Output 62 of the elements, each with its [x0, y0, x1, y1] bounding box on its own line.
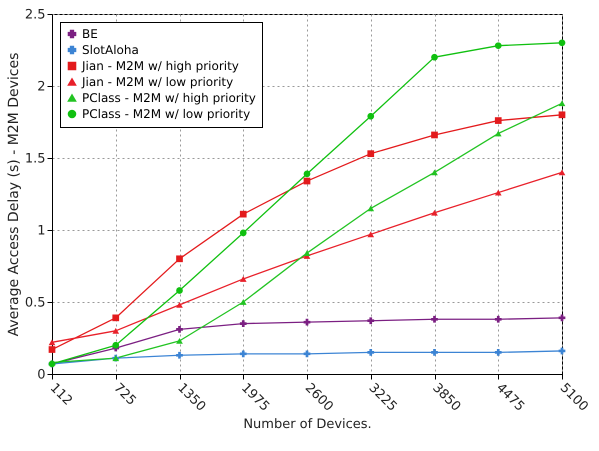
point	[304, 170, 310, 178]
point	[240, 320, 247, 327]
point	[176, 287, 183, 294]
point	[494, 316, 502, 323]
point	[367, 205, 374, 212]
point	[304, 178, 310, 184]
point	[431, 169, 438, 176]
point	[176, 255, 183, 262]
legend-label: PClass - M2M w/ low priority	[82, 107, 250, 121]
point	[494, 42, 502, 50]
point	[240, 350, 247, 358]
y-tick-label: 1.5	[24, 152, 46, 166]
y-tick-label: 2.5	[24, 8, 46, 22]
point	[431, 210, 438, 216]
point	[112, 314, 120, 322]
legend-label: SlotAloha	[82, 43, 139, 57]
point	[431, 132, 438, 138]
point	[367, 231, 374, 238]
legend-label: Jian - M2M w/ high priority	[81, 59, 239, 73]
point	[558, 39, 566, 46]
point	[494, 130, 502, 136]
point	[367, 112, 374, 120]
y-tick-label: 1	[37, 224, 46, 238]
point	[304, 318, 310, 326]
point	[48, 339, 56, 346]
point	[176, 302, 183, 308]
point	[176, 338, 183, 344]
point	[176, 352, 183, 359]
point	[431, 54, 438, 61]
x-tick-label: 725	[110, 380, 139, 409]
y-tick-label: 2	[37, 80, 46, 94]
point	[304, 250, 310, 256]
point	[558, 111, 566, 118]
x-axis-title: Number of Devices.	[243, 416, 372, 432]
point	[367, 150, 374, 158]
legend-label: PClass - M2M w/ high priority	[82, 91, 256, 105]
point	[494, 190, 502, 196]
point	[558, 314, 566, 322]
point	[240, 230, 247, 236]
point	[112, 342, 120, 349]
point	[494, 117, 502, 124]
y-tick-label: 0	[37, 368, 46, 382]
point	[240, 210, 247, 218]
point	[176, 326, 183, 333]
y-tick-label: 0.5	[24, 296, 46, 310]
point	[431, 349, 438, 356]
point	[240, 299, 247, 305]
point	[558, 348, 566, 354]
point	[304, 350, 310, 358]
x-tick-label: 112	[46, 380, 76, 409]
point	[367, 349, 374, 356]
legend-label: BE	[82, 27, 98, 41]
point	[558, 169, 566, 176]
point	[558, 100, 566, 106]
point	[240, 276, 247, 282]
point	[494, 349, 502, 356]
point	[367, 317, 374, 324]
legend-label: Jian - M2M w/ low priority	[81, 75, 234, 89]
point	[431, 316, 438, 323]
point	[112, 328, 120, 334]
y-axis-title: Average Access Delay (s) - M2M Devices	[6, 52, 22, 336]
point	[48, 346, 56, 353]
